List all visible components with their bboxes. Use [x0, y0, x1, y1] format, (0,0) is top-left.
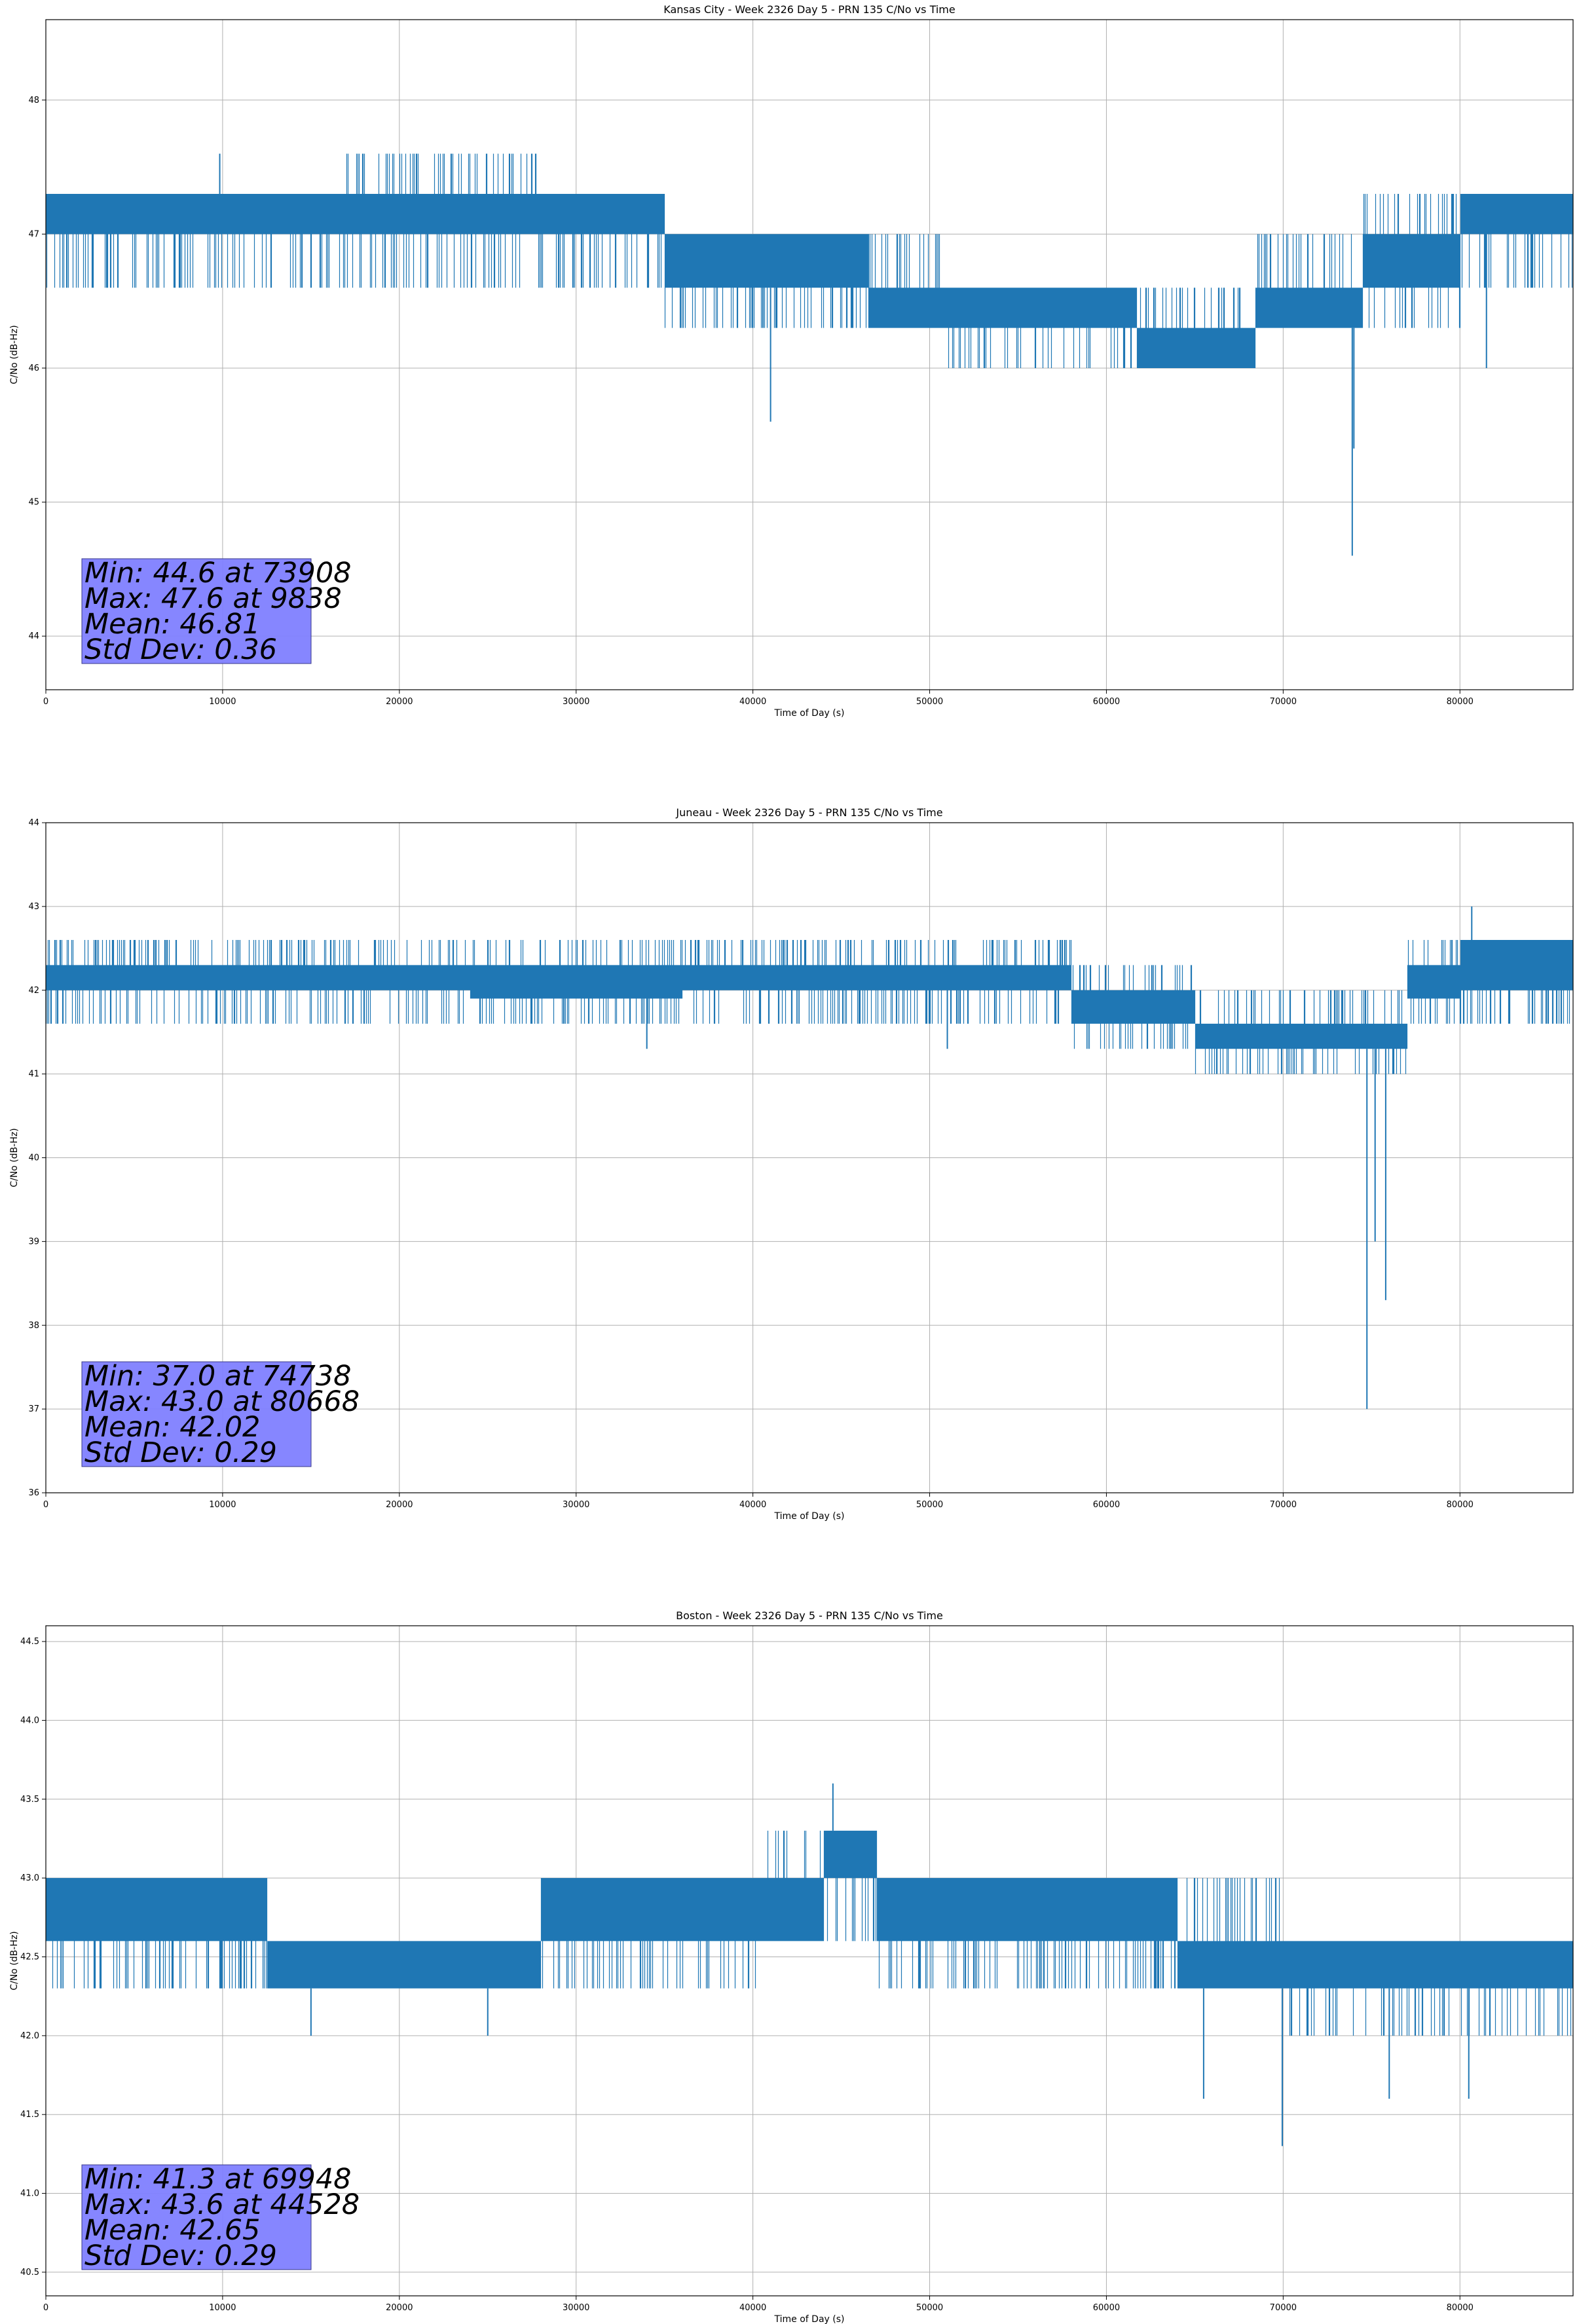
y-tick-label: 36 — [28, 1488, 39, 1498]
series-0-band — [45, 940, 1574, 1074]
y-tick-label: 44 — [28, 631, 39, 641]
x-tick-label: 10000 — [209, 1500, 236, 1510]
x-tick-label: 60000 — [1093, 697, 1120, 707]
chart-0: 0 10000 20000 30000 40000 50000 60000 70000 8000… — [9, 3, 1574, 719]
x-tick-label: 20000 — [386, 1500, 413, 1510]
axes-frame — [45, 19, 1574, 690]
stats-std: Std Dev: 0.29 — [84, 1436, 277, 1469]
series-0-line — [45, 1783, 1574, 2146]
x-tick-label: 0 — [43, 697, 48, 707]
x-tick-label: 70000 — [1270, 697, 1297, 707]
x-tick-label: 80000 — [1447, 1500, 1474, 1510]
y-tick-label: 37 — [28, 1404, 39, 1414]
y-tick-label: 41.0 — [20, 2189, 39, 2199]
y-tick-label: 44.0 — [20, 1715, 39, 1725]
y-tick-label: 43 — [28, 902, 39, 912]
x-axis-label: Time of Day (s) — [774, 2314, 845, 2324]
y-tick-label: 42 — [28, 986, 39, 996]
series-0-band — [45, 153, 1574, 368]
x-tick-label: 0 — [43, 2303, 48, 2313]
y-tick-label: 46 — [28, 364, 39, 373]
chart-title: Juneau - Week 2326 Day 5 - PRN 135 C/No … — [675, 806, 942, 819]
stats-box — [81, 558, 312, 664]
x-tick-label: 60000 — [1093, 1500, 1120, 1510]
y-tick-label: 42.0 — [20, 2031, 39, 2041]
x-tick-label: 50000 — [916, 2303, 943, 2313]
chart-1: 0 10000 20000 30000 40000 50000 60000 70000 8000… — [9, 806, 1574, 1522]
stats-box — [81, 2164, 312, 2270]
y-tick-label: 40 — [28, 1153, 39, 1163]
stats-std: Std Dev: 0.29 — [84, 2240, 277, 2272]
stats-mean: Mean: 42.65 — [84, 2214, 260, 2247]
x-tick-label: 50000 — [916, 1500, 943, 1510]
y-tick-label: 44.5 — [20, 1637, 39, 1647]
stats-min: Min: 44.6 at 73908 — [84, 557, 352, 590]
x-tick-label: 40000 — [739, 1500, 766, 1510]
chart-title: Kansas City - Week 2326 Day 5 - PRN 135 … — [663, 3, 955, 16]
x-axis-label: Time of Day (s) — [774, 708, 845, 719]
x-tick-label: 80000 — [1447, 697, 1474, 707]
x-tick-label: 0 — [43, 1500, 48, 1510]
stats-max: Max: 43.0 at 80668 — [84, 1385, 360, 1418]
stats-std: Std Dev: 0.36 — [84, 633, 277, 666]
chart-2: 0 10000 20000 30000 40000 50000 60000 70000 8000… — [9, 1609, 1574, 2324]
axes-frame — [45, 1625, 1574, 2296]
chart-title: Boston - Week 2326 Day 5 - PRN 135 C/No … — [676, 1609, 943, 1622]
y-tick-label: 44 — [28, 818, 39, 828]
y-axis-label: C/No (dB-Hz) — [9, 1128, 20, 1187]
series-0-line — [45, 906, 1574, 1410]
x-tick-label: 60000 — [1093, 2303, 1120, 2313]
x-tick-label: 30000 — [563, 697, 589, 707]
x-tick-label: 70000 — [1270, 1500, 1297, 1510]
x-tick-label: 50000 — [916, 697, 943, 707]
y-tick-label: 42.5 — [20, 1952, 39, 1962]
series-0-line — [45, 153, 1574, 556]
x-tick-label: 20000 — [386, 2303, 413, 2313]
y-tick-label: 43.0 — [20, 1873, 39, 1883]
y-tick-label: 39 — [28, 1237, 39, 1246]
y-axis-label: C/No (dB-Hz) — [9, 325, 20, 384]
y-tick-label: 41.5 — [20, 2110, 39, 2120]
x-tick-label: 30000 — [563, 1500, 589, 1510]
x-tick-label: 30000 — [563, 2303, 589, 2313]
x-tick-label: 10000 — [209, 697, 236, 707]
stats-box — [81, 1361, 312, 1467]
x-tick-label: 40000 — [739, 2303, 766, 2313]
y-tick-label: 43.5 — [20, 1795, 39, 1805]
stats-min: Min: 41.3 at 69948 — [84, 2163, 352, 2196]
x-tick-label: 80000 — [1447, 2303, 1474, 2313]
y-axis-label: C/No (dB-Hz) — [9, 1931, 20, 1990]
y-tick-label: 41 — [28, 1070, 39, 1079]
stats-mean: Mean: 42.02 — [84, 1411, 260, 1444]
stats-max: Max: 47.6 at 9838 — [84, 582, 342, 615]
stats-max: Max: 43.6 at 44528 — [84, 2188, 360, 2221]
x-tick-label: 70000 — [1270, 2303, 1297, 2313]
x-axis-label: Time of Day (s) — [774, 1511, 845, 1522]
x-tick-label: 40000 — [739, 697, 766, 707]
y-tick-label: 38 — [28, 1321, 39, 1330]
y-tick-label: 48 — [28, 96, 39, 105]
stats-mean: Mean: 46.81 — [84, 608, 260, 641]
series-0-band — [45, 1830, 1574, 2036]
x-tick-label: 10000 — [209, 2303, 236, 2313]
stats-min: Min: 37.0 at 74738 — [84, 1360, 352, 1393]
y-tick-label: 47 — [28, 229, 39, 239]
x-tick-label: 20000 — [386, 697, 413, 707]
y-tick-label: 40.5 — [20, 2268, 39, 2277]
y-tick-label: 45 — [28, 498, 39, 508]
